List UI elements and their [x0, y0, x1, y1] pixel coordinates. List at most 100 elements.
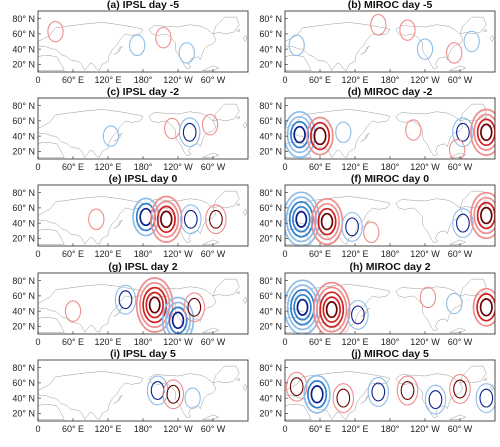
lon-tick-label: 60° W: [201, 249, 226, 259]
lat-tick-label: 40° N: [12, 393, 35, 403]
positive-contour: [320, 212, 334, 231]
panel-title: (i) IPSL day 5: [110, 348, 176, 360]
lon-tick-label: 60° W: [201, 424, 226, 434]
coastline: [285, 196, 391, 245]
panel-title: (d) MIROC day -2: [348, 86, 433, 98]
coastline: [395, 373, 464, 419]
positive-contour: [313, 126, 327, 146]
coastline: [395, 198, 464, 244]
negative-contour: [345, 217, 359, 237]
coastline: [38, 196, 144, 245]
positive-contour: [166, 384, 181, 404]
negative-contour: [296, 298, 309, 316]
coastline: [285, 54, 312, 71]
lat-tick-label: 80° N: [12, 101, 35, 111]
map-area: [38, 16, 248, 71]
positive-contour: [317, 207, 337, 236]
lat-tick-label: 20° N: [259, 147, 282, 157]
lat-tick-label: 60° N: [259, 378, 282, 388]
negative-contour: [178, 117, 201, 148]
coastline: [235, 115, 240, 119]
lon-tick-label: 60° W: [448, 249, 473, 259]
lon-tick-label: 180°: [381, 75, 400, 85]
coastline: [113, 394, 123, 404]
panel-title: (h) MIROC day 2: [349, 261, 430, 273]
map-panel: (c) IPSL day -2 20° N 40° N 60° N 80° N 0 60° …: [12, 86, 249, 172]
lon-tick-label: 180°: [134, 337, 153, 347]
negative-contour: [288, 201, 314, 238]
lon-tick-label: 0: [282, 75, 287, 85]
lon-tick-label: 0: [35, 162, 40, 172]
positive-contour: [183, 292, 206, 323]
lon-tick-label: 0: [35, 75, 40, 85]
negative-contour: [446, 292, 463, 315]
lon-tick-label: 0: [282, 424, 287, 434]
coastline: [243, 34, 248, 42]
positive-contour: [285, 371, 308, 402]
coastline: [449, 239, 467, 245]
negative-contour: [286, 284, 319, 331]
negative-contour: [171, 311, 185, 330]
lon-tick-label: 120° E: [341, 424, 368, 434]
positive-contour: [201, 113, 219, 136]
negative-contour: [293, 125, 306, 144]
lon-tick-label: 60° W: [448, 162, 473, 172]
lon-tick-label: 120° E: [341, 337, 368, 347]
positive-contour: [312, 281, 351, 334]
coastline: [285, 109, 391, 158]
coastline: [449, 65, 467, 71]
positive-contour: [336, 388, 351, 408]
lon-tick-label: 120° W: [163, 424, 193, 434]
positive-contour: [306, 116, 334, 156]
coastline: [243, 296, 248, 304]
positive-contour: [325, 301, 338, 319]
lat-tick-label: 40° N: [259, 306, 282, 316]
lon-tick-label: 180°: [134, 162, 153, 172]
lat-tick-label: 80° N: [12, 276, 35, 286]
lon-tick-label: 0: [282, 249, 287, 259]
lon-tick-label: 0: [282, 337, 287, 347]
lon-tick-label: 0: [282, 162, 287, 172]
lon-tick-label: 60° E: [309, 424, 331, 434]
positive-contour: [322, 296, 341, 323]
lat-tick-label: 80° N: [12, 363, 35, 373]
lat-tick-label: 60° N: [259, 291, 282, 301]
map-area: [285, 278, 495, 334]
positive-contour: [162, 379, 185, 410]
coastline: [235, 28, 240, 32]
positive-contour: [453, 379, 467, 399]
coastline: [459, 190, 487, 209]
positive-contour: [470, 191, 495, 240]
negative-contour: [102, 125, 120, 147]
map-area: [285, 365, 495, 420]
lat-tick-label: 40° N: [259, 44, 282, 54]
coastline: [243, 121, 248, 129]
lat-tick-label: 40° N: [12, 44, 35, 54]
positive-contour: [289, 377, 304, 397]
coastline: [212, 103, 240, 122]
lon-tick-label: 120° W: [410, 337, 440, 347]
lat-tick-label: 20° N: [259, 234, 282, 244]
coastline: [113, 307, 123, 317]
lat-tick-label: 20° N: [259, 322, 282, 332]
lon-tick-label: 60° E: [62, 162, 84, 172]
positive-contour: [150, 195, 183, 243]
negative-contour: [184, 387, 201, 409]
negative-contour: [161, 296, 195, 334]
coastline: [482, 202, 487, 206]
coastline: [395, 24, 464, 70]
lat-tick-label: 60° N: [259, 29, 282, 39]
lon-tick-label: 120° E: [94, 337, 121, 347]
panel-title: (c) IPSL day -2: [107, 86, 179, 98]
map-area: [285, 13, 495, 71]
coastline: [235, 202, 240, 206]
positive-contour: [370, 13, 387, 36]
negative-contour: [132, 197, 160, 237]
lat-tick-label: 60° N: [12, 203, 35, 213]
negative-contour: [424, 384, 447, 415]
coastline: [212, 365, 240, 384]
positive-contour: [309, 121, 331, 151]
positive-contour: [164, 117, 181, 140]
negative-contour: [183, 209, 198, 229]
lat-tick-label: 20° N: [12, 60, 35, 70]
